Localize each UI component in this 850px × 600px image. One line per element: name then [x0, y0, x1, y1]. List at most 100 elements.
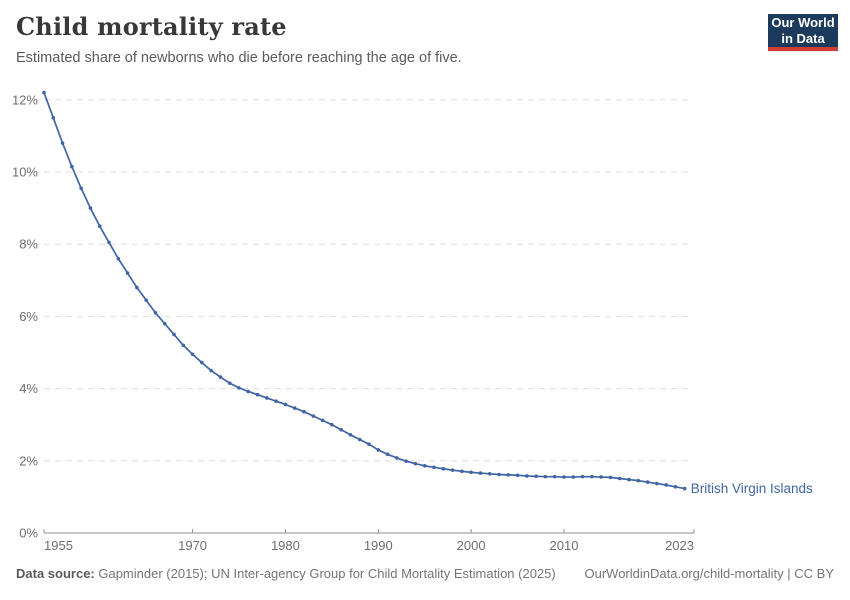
data-point [348, 433, 353, 437]
data-point [413, 461, 418, 466]
data-point [227, 381, 232, 385]
owid-logo-red-strip [768, 47, 838, 51]
data-point [135, 285, 139, 290]
data-point [302, 409, 306, 414]
data-source-note: Data source: Gapminder (2015); UN Inter-… [16, 566, 556, 581]
data-point [97, 224, 102, 228]
data-point [144, 298, 148, 302]
data-point [543, 474, 548, 479]
data-point [552, 474, 557, 479]
y-tick-label: 4% [19, 381, 38, 396]
data-point [525, 474, 529, 478]
data-point [627, 477, 631, 482]
x-tick-label: 1990 [364, 538, 393, 553]
data-point [190, 352, 195, 357]
data-point [590, 474, 594, 479]
data-point [320, 418, 325, 423]
data-point [51, 116, 56, 120]
data-point [469, 470, 473, 475]
data-point [70, 164, 74, 169]
data-point [385, 452, 390, 457]
series-end-label: British Virgin Islands [691, 481, 813, 496]
y-tick-label: 2% [19, 453, 38, 468]
data-point [422, 464, 427, 468]
data-point [357, 437, 362, 442]
data-point [255, 392, 260, 397]
owid-url-link[interactable]: OurWorldinData.org/child-mortality | CC … [584, 566, 835, 581]
data-point [339, 427, 343, 432]
x-tick-label: 1955 [44, 538, 73, 553]
data-point [116, 256, 121, 261]
data-point [460, 469, 464, 474]
data-point [599, 475, 603, 479]
data-point [376, 448, 381, 452]
data-point [265, 396, 269, 400]
chart-header: Child mortality rate Estimated share of … [16, 12, 750, 66]
data-point [162, 321, 167, 326]
data-point [580, 474, 585, 479]
data-point [181, 343, 186, 348]
data-point [274, 399, 278, 404]
owid-logo[interactable]: Our World in Data [768, 14, 838, 51]
y-tick-label: 12% [12, 92, 38, 107]
data-point [292, 406, 297, 410]
data-point [571, 475, 576, 479]
data-point [79, 186, 83, 191]
y-tick-label: 8% [19, 237, 38, 252]
data-point [60, 141, 65, 145]
data-point [441, 466, 446, 471]
data-point [682, 486, 687, 491]
data-point [506, 473, 511, 477]
data-point [311, 414, 316, 418]
data-point [478, 471, 483, 475]
data-point [432, 465, 436, 470]
data-point [534, 474, 538, 479]
data-point [172, 332, 176, 337]
data-point [497, 472, 501, 477]
data-point [218, 375, 223, 379]
data-point [664, 483, 668, 487]
series-line [43, 91, 686, 490]
data-point [645, 480, 650, 484]
data-point [655, 481, 659, 486]
data-point [450, 468, 455, 472]
data-point [367, 442, 371, 446]
data-point [404, 459, 408, 463]
data-source-text: Gapminder (2015); UN Inter-agency Group … [94, 566, 556, 581]
data-point [246, 389, 251, 394]
data-point [515, 473, 520, 478]
data-point [237, 386, 241, 390]
data-point [617, 476, 622, 481]
x-tick-label: 1970 [178, 538, 207, 553]
data-point [636, 478, 641, 483]
data-point [88, 206, 93, 210]
data-point [283, 402, 288, 407]
data-point [209, 368, 213, 373]
owid-logo-line2: in Data [781, 30, 825, 46]
data-point [125, 271, 130, 275]
data-point [330, 422, 334, 427]
chart-subtitle: Estimated share of newborns who die befo… [16, 50, 462, 66]
y-tick-label: 0% [19, 526, 38, 541]
data-point [107, 240, 111, 245]
x-tick-label: 2010 [550, 538, 579, 553]
data-point [562, 475, 566, 479]
data-point [200, 360, 204, 365]
y-tick-label: 10% [12, 165, 38, 180]
chart-footer: Data source: Gapminder (2015); UN Inter-… [16, 566, 834, 581]
x-tick-label: 2023 [665, 538, 694, 553]
y-tick-label: 6% [19, 309, 38, 324]
owid-logo-line1: Our World [771, 14, 835, 30]
data-source-label: Data source: [16, 566, 95, 581]
x-tick-label: 1980 [271, 538, 300, 553]
data-point [673, 484, 678, 489]
data-point [42, 90, 46, 95]
page-title: Child mortality rate [16, 12, 287, 41]
data-point [153, 310, 158, 315]
data-point [487, 471, 492, 476]
x-tick-label: 2000 [457, 538, 486, 553]
data-point [395, 456, 399, 460]
data-point [608, 475, 613, 480]
